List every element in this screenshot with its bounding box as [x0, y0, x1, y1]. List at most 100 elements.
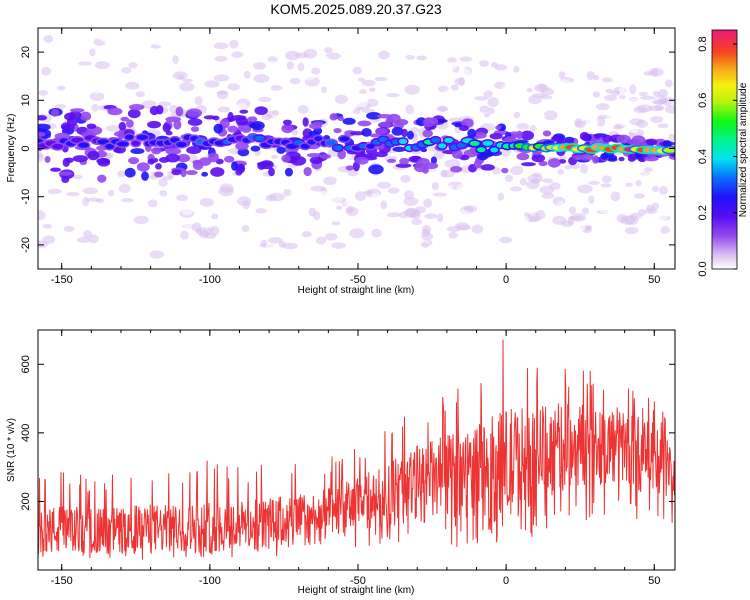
spectral-blob [423, 198, 433, 208]
spectral-blob [480, 164, 495, 171]
snr-axes: -150 -100 -50 0 50 200 400 600 [20, 330, 675, 587]
ridge-point [254, 135, 265, 141]
ridge-point [131, 140, 140, 146]
spectral-blob [71, 61, 79, 66]
spectral-blob [44, 199, 60, 207]
spectral-blob [231, 51, 244, 58]
ridge-point [300, 143, 310, 149]
ridge-point [339, 136, 350, 142]
spectral-blob [471, 224, 484, 234]
spectral-blob [268, 214, 278, 225]
spectral-blob [574, 118, 583, 127]
ridge-point [333, 145, 343, 151]
spectral-blob [347, 48, 364, 54]
spectral-blob [316, 191, 331, 197]
spectral-blob [378, 50, 390, 60]
spectral-blob [582, 207, 590, 215]
spectral-blob [392, 146, 407, 152]
spectral-blob [254, 106, 268, 115]
spectral-blob [435, 239, 445, 249]
spectral-blob [118, 121, 127, 131]
ridge-point [431, 137, 440, 143]
spectral-blob [149, 250, 165, 259]
spectral-blob [310, 98, 324, 108]
spectral-blob [121, 198, 134, 203]
spectral-blob [268, 167, 275, 177]
spectral-blob [441, 170, 455, 178]
spectral-blob [423, 117, 435, 128]
spectrogram-x-label: Height of straight line (km) [298, 285, 415, 296]
spectral-blob [558, 79, 571, 87]
spectral-blob [216, 90, 229, 95]
spectral-blob [580, 164, 588, 174]
snr-panel: -150 -100 -50 0 50 200 400 600 Height of straig… [6, 329, 676, 596]
spectral-blob [171, 169, 182, 176]
spectral-blob [235, 168, 243, 176]
spectral-blob [317, 55, 330, 61]
spectral-blob [600, 183, 612, 188]
spectral-blob [543, 110, 558, 121]
spectral-blob [602, 134, 613, 143]
spectral-blob [612, 125, 624, 130]
spectral-blob [363, 190, 373, 195]
spectral-blob [598, 204, 612, 213]
spectral-blob [417, 157, 430, 167]
spectral-blob [282, 119, 292, 126]
spectral-blob [54, 104, 67, 110]
spectral-blob [619, 86, 627, 96]
spectral-blob [606, 110, 613, 120]
spectral-blob [117, 170, 126, 178]
spectral-blob [268, 60, 277, 65]
spectral-blob [567, 216, 575, 225]
spectral-blob [297, 105, 309, 114]
spectral-blob [467, 219, 480, 227]
spectral-blob [579, 93, 587, 104]
spectral-blob [635, 179, 642, 187]
spectral-blob [253, 62, 266, 70]
colorbar-tick-label: 0.4 [697, 149, 709, 164]
spectral-blob [126, 119, 134, 128]
spectral-blob [323, 176, 337, 186]
ridge-point [52, 143, 63, 150]
spectral-blob [159, 190, 168, 197]
spectral-blob [630, 65, 641, 72]
spectral-blob [136, 162, 150, 172]
ridge-point [105, 143, 115, 150]
spectral-blob [44, 155, 51, 163]
spectral-blob [247, 116, 258, 123]
spectral-blob [165, 130, 173, 136]
spectral-blob [346, 205, 355, 214]
spectral-blob [585, 118, 600, 126]
spectral-blob [82, 187, 99, 195]
spectral-blob [227, 83, 240, 91]
spectral-blob [172, 55, 179, 64]
spectral-blob [558, 71, 566, 79]
spectral-blob [64, 214, 78, 219]
spectral-blob [368, 164, 384, 175]
spectral-blob [38, 210, 46, 221]
spectral-blob [200, 218, 212, 227]
spectral-blob [186, 108, 203, 118]
spectral-blob [361, 127, 372, 137]
spectral-blob [570, 111, 585, 118]
spectral-blob [72, 174, 83, 180]
spectral-blob [572, 154, 585, 160]
ridge-point [438, 143, 447, 149]
spectral-blob [282, 242, 298, 250]
spectral-blob [308, 123, 322, 130]
spectral-blob [237, 243, 250, 250]
colorbar-axes: 0.0 0.2 0.4 0.6 0.8 [697, 36, 737, 277]
snr-ytick-label: 400 [20, 424, 32, 442]
spectral-blob [433, 67, 440, 74]
spectral-blob [539, 95, 553, 100]
spectral-blob [664, 105, 675, 114]
spectral-blob [172, 71, 188, 80]
ridge-point [125, 134, 134, 140]
spectral-blob [399, 157, 410, 165]
spectral-blob [527, 174, 544, 183]
spectral-blob [135, 42, 143, 49]
spectral-blob [603, 94, 618, 101]
spectral-blob [79, 111, 92, 121]
spectral-blob [552, 215, 567, 226]
spectral-blob [204, 80, 220, 88]
